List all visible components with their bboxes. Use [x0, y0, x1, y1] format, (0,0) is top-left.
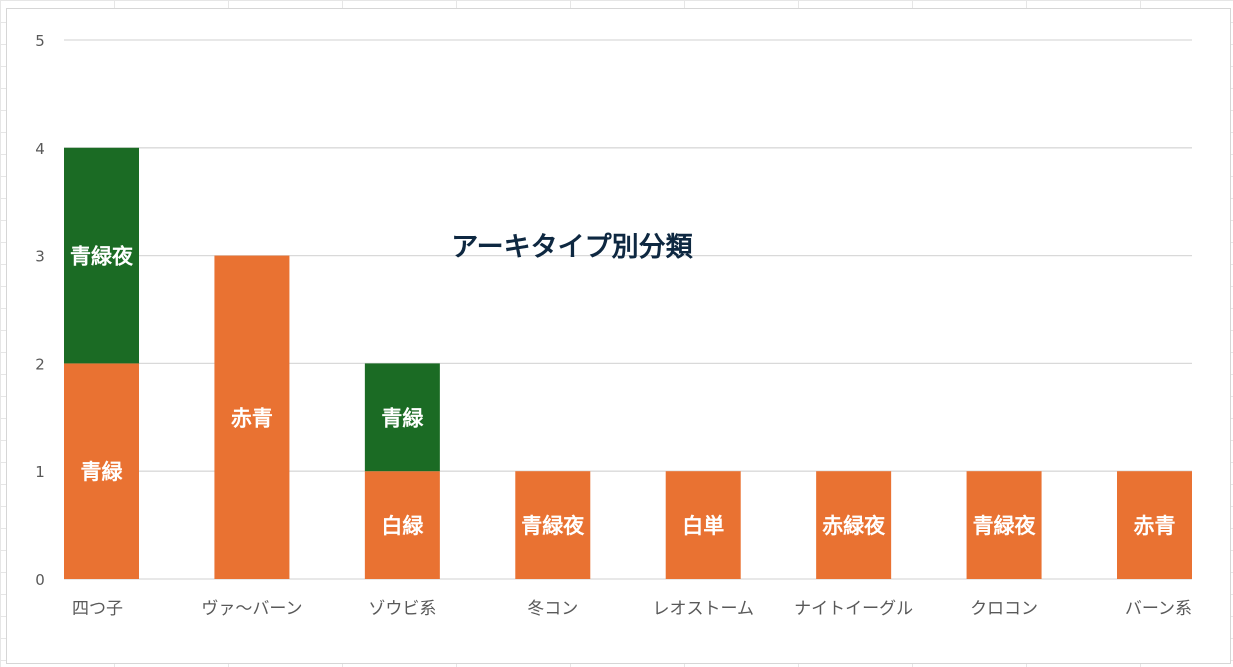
- y-tick-label: 5: [35, 32, 45, 50]
- x-tick-label: ゾウビ系: [368, 599, 436, 619]
- bar-segment-bottom-7[interactable]: [966, 471, 1042, 579]
- data-label: 青緑: [381, 406, 424, 430]
- x-tick-label: ヴァ～バーン: [201, 599, 302, 619]
- data-label: 青緑夜: [521, 514, 585, 538]
- data-label: 青緑夜: [973, 514, 1037, 538]
- data-label: 青緑夜: [70, 245, 134, 269]
- x-tick-label: 四つ子: [72, 599, 123, 619]
- bar-segment-bottom-2[interactable]: [214, 255, 290, 579]
- y-tick-label: 2: [35, 355, 45, 373]
- x-tick-label: 冬コン: [527, 599, 578, 619]
- x-tick-label: バーン系: [1125, 599, 1192, 619]
- x-tick-label: ナイトイーグル: [794, 599, 913, 619]
- x-tick-label: クロコン: [970, 599, 1038, 619]
- y-tick-label: 3: [35, 248, 45, 266]
- y-tick-label: 4: [35, 140, 45, 158]
- data-label: 赤青: [231, 406, 273, 430]
- data-label: 白緑: [381, 514, 424, 538]
- bar-segment-bottom-5[interactable]: [665, 471, 741, 579]
- x-tick-label: レオストーム: [652, 599, 754, 619]
- bar-segment-bottom-4[interactable]: [515, 471, 591, 579]
- y-axis-tick-labels: 0 1 2 3 4 5: [35, 32, 45, 589]
- data-label: 白単: [682, 514, 724, 538]
- bar-segment-top-1[interactable]: [64, 147, 139, 364]
- data-label: 赤緑夜: [822, 514, 886, 538]
- bar-segment-bottom-1[interactable]: [64, 363, 139, 579]
- chart-title: アーキタイプ別分類: [451, 232, 693, 263]
- bar-segment-bottom-3[interactable]: [364, 471, 440, 579]
- bar-segment-bottom-8[interactable]: [1117, 471, 1192, 579]
- data-label: 青緑: [81, 460, 124, 484]
- y-tick-label: 1: [35, 463, 45, 481]
- bar-segment-top-3[interactable]: [364, 363, 440, 472]
- bar-segment-bottom-6[interactable]: [816, 471, 892, 579]
- y-tick-label: 0: [35, 571, 45, 589]
- x-axis-tick-labels: 四つ子 ヴァ～バーン ゾウビ系 冬コン レオストーム ナイトイーグル クロコン バーン系: [72, 599, 1192, 619]
- data-label: 赤青: [1134, 514, 1176, 538]
